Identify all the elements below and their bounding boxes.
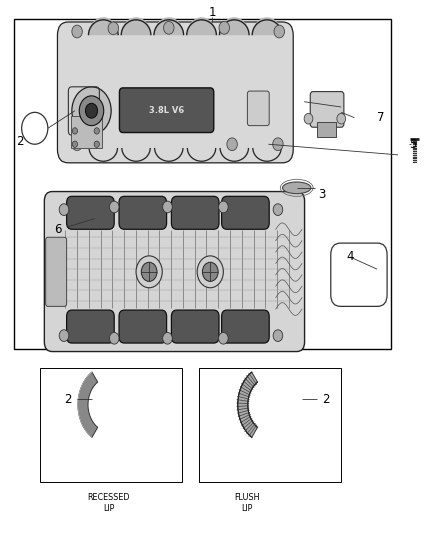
Text: 4: 4 (346, 251, 354, 263)
Text: 3: 3 (318, 188, 325, 201)
Wedge shape (252, 17, 282, 35)
FancyBboxPatch shape (171, 310, 219, 343)
Circle shape (273, 330, 283, 342)
Bar (40, 368, 182, 482)
Circle shape (110, 201, 119, 213)
Circle shape (79, 96, 104, 126)
Circle shape (219, 21, 230, 34)
Polygon shape (238, 372, 258, 438)
Text: 2: 2 (322, 393, 330, 406)
Circle shape (273, 138, 283, 151)
Circle shape (72, 25, 82, 38)
FancyBboxPatch shape (247, 91, 269, 126)
Bar (14, 19, 392, 349)
FancyBboxPatch shape (171, 196, 219, 229)
FancyBboxPatch shape (120, 88, 214, 133)
FancyBboxPatch shape (67, 310, 114, 343)
Text: 2: 2 (17, 135, 24, 148)
FancyBboxPatch shape (67, 196, 114, 229)
FancyBboxPatch shape (222, 196, 269, 229)
Circle shape (162, 201, 172, 213)
Circle shape (59, 330, 69, 342)
Circle shape (273, 204, 283, 215)
Circle shape (274, 25, 285, 38)
Circle shape (219, 333, 228, 344)
Wedge shape (154, 17, 184, 35)
Circle shape (59, 204, 69, 215)
Circle shape (197, 256, 223, 288)
FancyBboxPatch shape (119, 310, 166, 343)
Circle shape (85, 103, 98, 118)
Text: 1: 1 (208, 6, 216, 19)
FancyBboxPatch shape (317, 122, 336, 137)
FancyBboxPatch shape (310, 92, 344, 127)
Wedge shape (88, 17, 118, 35)
Circle shape (337, 114, 346, 124)
Circle shape (72, 141, 78, 148)
Circle shape (162, 333, 172, 344)
Circle shape (72, 138, 82, 151)
FancyBboxPatch shape (119, 196, 166, 229)
Text: RECESSED
LIP: RECESSED LIP (88, 492, 130, 513)
Text: FLUSH
LIP: FLUSH LIP (235, 492, 260, 513)
Circle shape (108, 22, 119, 35)
Circle shape (227, 138, 237, 151)
Text: 6: 6 (54, 223, 61, 236)
Text: 5: 5 (410, 138, 417, 151)
Circle shape (202, 262, 218, 281)
FancyBboxPatch shape (46, 237, 67, 306)
Text: 7: 7 (377, 111, 384, 124)
Bar (199, 368, 341, 482)
Ellipse shape (283, 182, 311, 193)
Circle shape (72, 128, 78, 134)
Circle shape (136, 256, 162, 288)
Text: 2: 2 (65, 393, 72, 406)
Text: 3.8L V6: 3.8L V6 (149, 106, 184, 115)
Circle shape (219, 201, 228, 213)
FancyBboxPatch shape (222, 310, 269, 343)
Circle shape (110, 333, 119, 344)
Circle shape (72, 87, 111, 135)
Circle shape (94, 141, 99, 148)
Wedge shape (121, 17, 151, 35)
Circle shape (94, 128, 99, 134)
Wedge shape (219, 17, 249, 35)
Circle shape (141, 262, 157, 281)
FancyBboxPatch shape (71, 116, 102, 149)
Wedge shape (187, 17, 216, 35)
Circle shape (163, 21, 174, 34)
Circle shape (304, 114, 313, 124)
FancyBboxPatch shape (44, 191, 304, 352)
Polygon shape (78, 372, 98, 438)
FancyBboxPatch shape (57, 22, 293, 163)
